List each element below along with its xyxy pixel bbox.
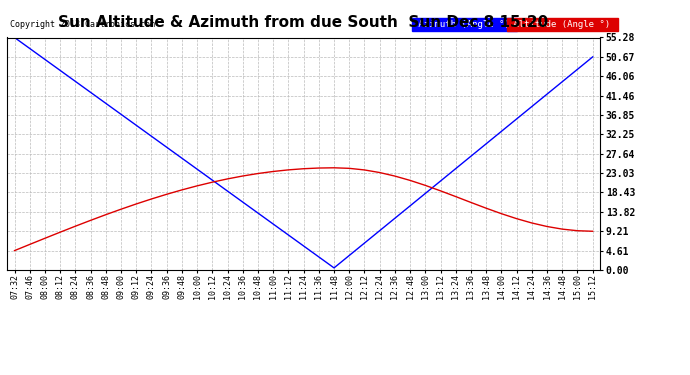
Text: Copyright 2013 Cartronics.com: Copyright 2013 Cartronics.com [10, 20, 155, 29]
Text: Sun Altitude & Azimuth from due South  Sun Dec 8 15:20: Sun Altitude & Azimuth from due South Su… [59, 15, 549, 30]
Text: Altitude (Angle °): Altitude (Angle °) [509, 20, 615, 29]
Text: Azimuth (Angle °): Azimuth (Angle °) [413, 20, 515, 29]
